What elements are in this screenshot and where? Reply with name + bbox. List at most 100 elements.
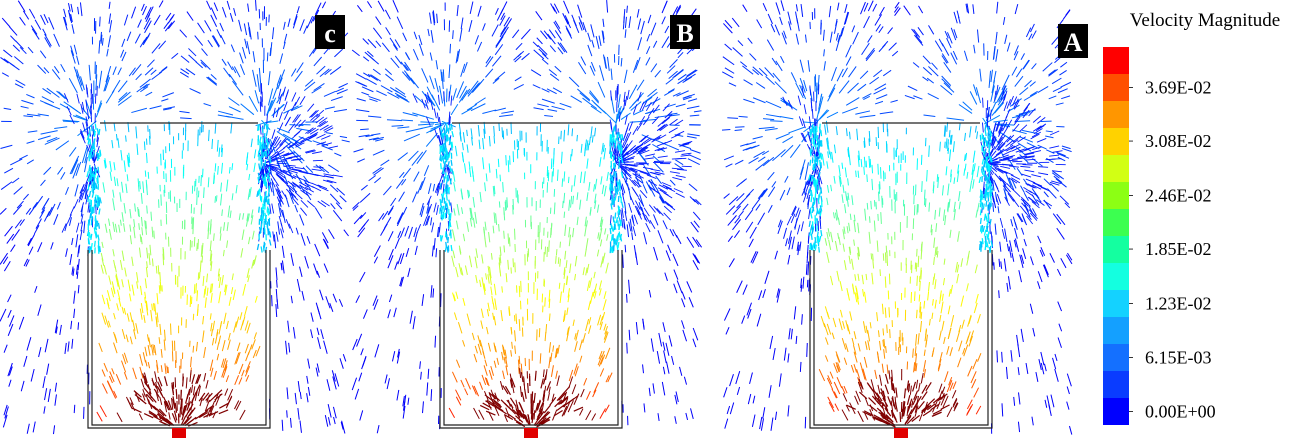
velocity-vector <box>131 6 137 19</box>
velocity-vector <box>210 14 218 27</box>
velocity-vector <box>788 126 805 134</box>
velocity-vector <box>482 137 485 150</box>
velocity-vector <box>555 249 558 256</box>
velocity-vector <box>514 55 522 63</box>
velocity-vector <box>982 141 986 148</box>
velocity-vector <box>628 203 633 213</box>
velocity-vector <box>218 335 222 345</box>
velocity-vector <box>565 18 572 29</box>
velocity-vector <box>373 245 381 257</box>
velocity-vector <box>987 138 991 145</box>
velocity-vector <box>103 159 107 169</box>
velocity-vector <box>440 179 444 190</box>
velocity-vector <box>487 302 490 312</box>
velocity-vector <box>631 186 638 196</box>
velocity-vector <box>770 417 774 431</box>
velocity-vector <box>436 227 439 238</box>
velocity-vector <box>203 187 205 198</box>
velocity-vector <box>1019 148 1030 153</box>
velocity-vector <box>210 329 214 337</box>
velocity-vector <box>397 230 402 239</box>
velocity-vector <box>618 131 621 139</box>
velocity-vector <box>582 332 586 344</box>
velocity-vector <box>158 337 161 344</box>
velocity-vector <box>257 189 260 196</box>
velocity-vector <box>255 345 261 357</box>
velocity-vector <box>621 201 624 208</box>
velocity-vector <box>499 380 504 391</box>
velocity-vector <box>969 330 975 342</box>
velocity-vector <box>143 141 146 151</box>
velocity-vector <box>837 217 841 225</box>
velocity-vector <box>88 190 92 198</box>
velocity-vector <box>997 133 1004 144</box>
velocity-vector <box>536 399 541 410</box>
velocity-vector <box>557 46 564 55</box>
velocity-vector <box>55 140 70 151</box>
velocity-vector <box>573 393 580 405</box>
velocity-vector <box>575 329 579 341</box>
velocity-vector <box>246 163 249 171</box>
velocity-vector <box>799 59 804 73</box>
velocity-vector <box>323 175 334 179</box>
velocity-vector <box>928 25 935 35</box>
velocity-vector <box>133 329 137 340</box>
velocity-vector <box>915 34 923 44</box>
velocity-vector <box>995 148 1005 156</box>
velocity-vector <box>602 252 606 264</box>
velocity-vector <box>261 174 264 181</box>
velocity-vector <box>203 288 206 298</box>
velocity-vector <box>1013 45 1019 56</box>
velocity-vector <box>7 309 12 318</box>
velocity-vector <box>4 225 13 237</box>
velocity-vector <box>724 19 733 29</box>
velocity-vector <box>416 224 422 234</box>
velocity-vector <box>688 154 701 161</box>
velocity-vector <box>801 186 807 196</box>
velocity-vector <box>135 73 142 81</box>
velocity-vector <box>921 181 923 192</box>
velocity-vector <box>448 407 456 418</box>
velocity-vector <box>657 119 666 127</box>
velocity-vector <box>448 124 452 131</box>
velocity-vector <box>294 119 302 128</box>
velocity-vector <box>92 171 94 178</box>
velocity-vector <box>579 355 583 363</box>
velocity-vector <box>940 395 946 406</box>
velocity-vector <box>138 209 140 218</box>
velocity-vector <box>958 104 973 114</box>
velocity-vector <box>514 76 522 82</box>
velocity-vector <box>338 298 344 307</box>
velocity-vector <box>881 363 884 373</box>
velocity-vector <box>821 153 825 166</box>
velocity-vector <box>412 316 416 330</box>
velocity-vector <box>485 56 494 68</box>
velocity-vector <box>943 61 952 73</box>
velocity-vector <box>539 400 545 410</box>
velocity-vector <box>222 358 227 369</box>
velocity-vector <box>848 222 851 232</box>
velocity-vector <box>387 231 394 242</box>
velocity-vector <box>796 209 801 220</box>
velocity-vector <box>157 381 163 392</box>
velocity-vector <box>931 229 933 236</box>
velocity-vector <box>482 157 485 170</box>
velocity-vector <box>941 185 944 196</box>
velocity-vector <box>572 319 575 327</box>
velocity-vector <box>75 264 79 275</box>
velocity-vector <box>738 115 748 118</box>
velocity-vector <box>634 205 640 216</box>
velocity-vector <box>984 243 987 251</box>
velocity-vector <box>62 16 68 31</box>
velocity-vector <box>1001 228 1006 239</box>
velocity-vector <box>266 172 269 180</box>
velocity-vector <box>63 16 68 26</box>
velocity-vector <box>789 143 801 159</box>
velocity-vector <box>413 171 420 182</box>
velocity-vector <box>955 261 958 273</box>
velocity-vector <box>993 198 997 209</box>
velocity-vector <box>652 134 662 141</box>
velocity-vector <box>781 32 787 45</box>
velocity-vector <box>151 379 158 389</box>
velocity-vector <box>461 207 464 214</box>
